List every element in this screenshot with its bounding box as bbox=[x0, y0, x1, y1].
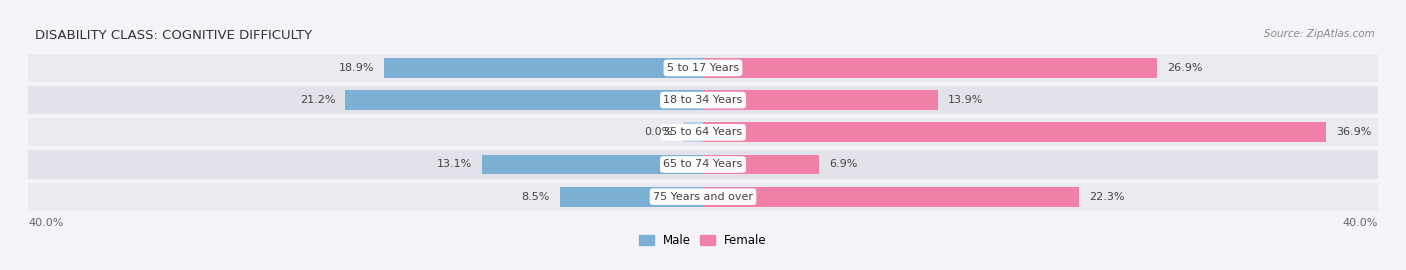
Text: 18 to 34 Years: 18 to 34 Years bbox=[664, 95, 742, 105]
Bar bbox=[703, 187, 1080, 207]
Text: 26.9%: 26.9% bbox=[1167, 63, 1202, 73]
Bar bbox=[703, 58, 1157, 78]
Text: 5 to 17 Years: 5 to 17 Years bbox=[666, 63, 740, 73]
Legend: Male, Female: Male, Female bbox=[634, 230, 772, 252]
Text: 0.0%: 0.0% bbox=[644, 127, 672, 137]
Bar bbox=[346, 90, 703, 110]
Bar bbox=[683, 122, 703, 142]
Bar bbox=[482, 154, 703, 174]
Text: 8.5%: 8.5% bbox=[522, 192, 550, 202]
Text: Source: ZipAtlas.com: Source: ZipAtlas.com bbox=[1264, 29, 1375, 39]
Text: 65 to 74 Years: 65 to 74 Years bbox=[664, 160, 742, 170]
Text: 21.2%: 21.2% bbox=[299, 95, 335, 105]
Text: 36.9%: 36.9% bbox=[1336, 127, 1371, 137]
Bar bbox=[703, 154, 820, 174]
Bar bbox=[28, 183, 1378, 211]
Text: 13.9%: 13.9% bbox=[948, 95, 983, 105]
Bar bbox=[703, 122, 1326, 142]
Text: 75 Years and over: 75 Years and over bbox=[652, 192, 754, 202]
Text: 13.1%: 13.1% bbox=[437, 160, 472, 170]
Bar bbox=[28, 118, 1378, 146]
Text: 40.0%: 40.0% bbox=[28, 218, 63, 228]
Text: 22.3%: 22.3% bbox=[1090, 192, 1125, 202]
Text: 35 to 64 Years: 35 to 64 Years bbox=[664, 127, 742, 137]
Bar bbox=[28, 54, 1378, 82]
Bar bbox=[28, 86, 1378, 114]
Text: 40.0%: 40.0% bbox=[1343, 218, 1378, 228]
Bar bbox=[703, 90, 938, 110]
Text: 6.9%: 6.9% bbox=[830, 160, 858, 170]
Bar bbox=[28, 150, 1378, 179]
Text: DISABILITY CLASS: COGNITIVE DIFFICULTY: DISABILITY CLASS: COGNITIVE DIFFICULTY bbox=[35, 29, 312, 42]
Text: 18.9%: 18.9% bbox=[339, 63, 374, 73]
Bar bbox=[384, 58, 703, 78]
Bar bbox=[560, 187, 703, 207]
